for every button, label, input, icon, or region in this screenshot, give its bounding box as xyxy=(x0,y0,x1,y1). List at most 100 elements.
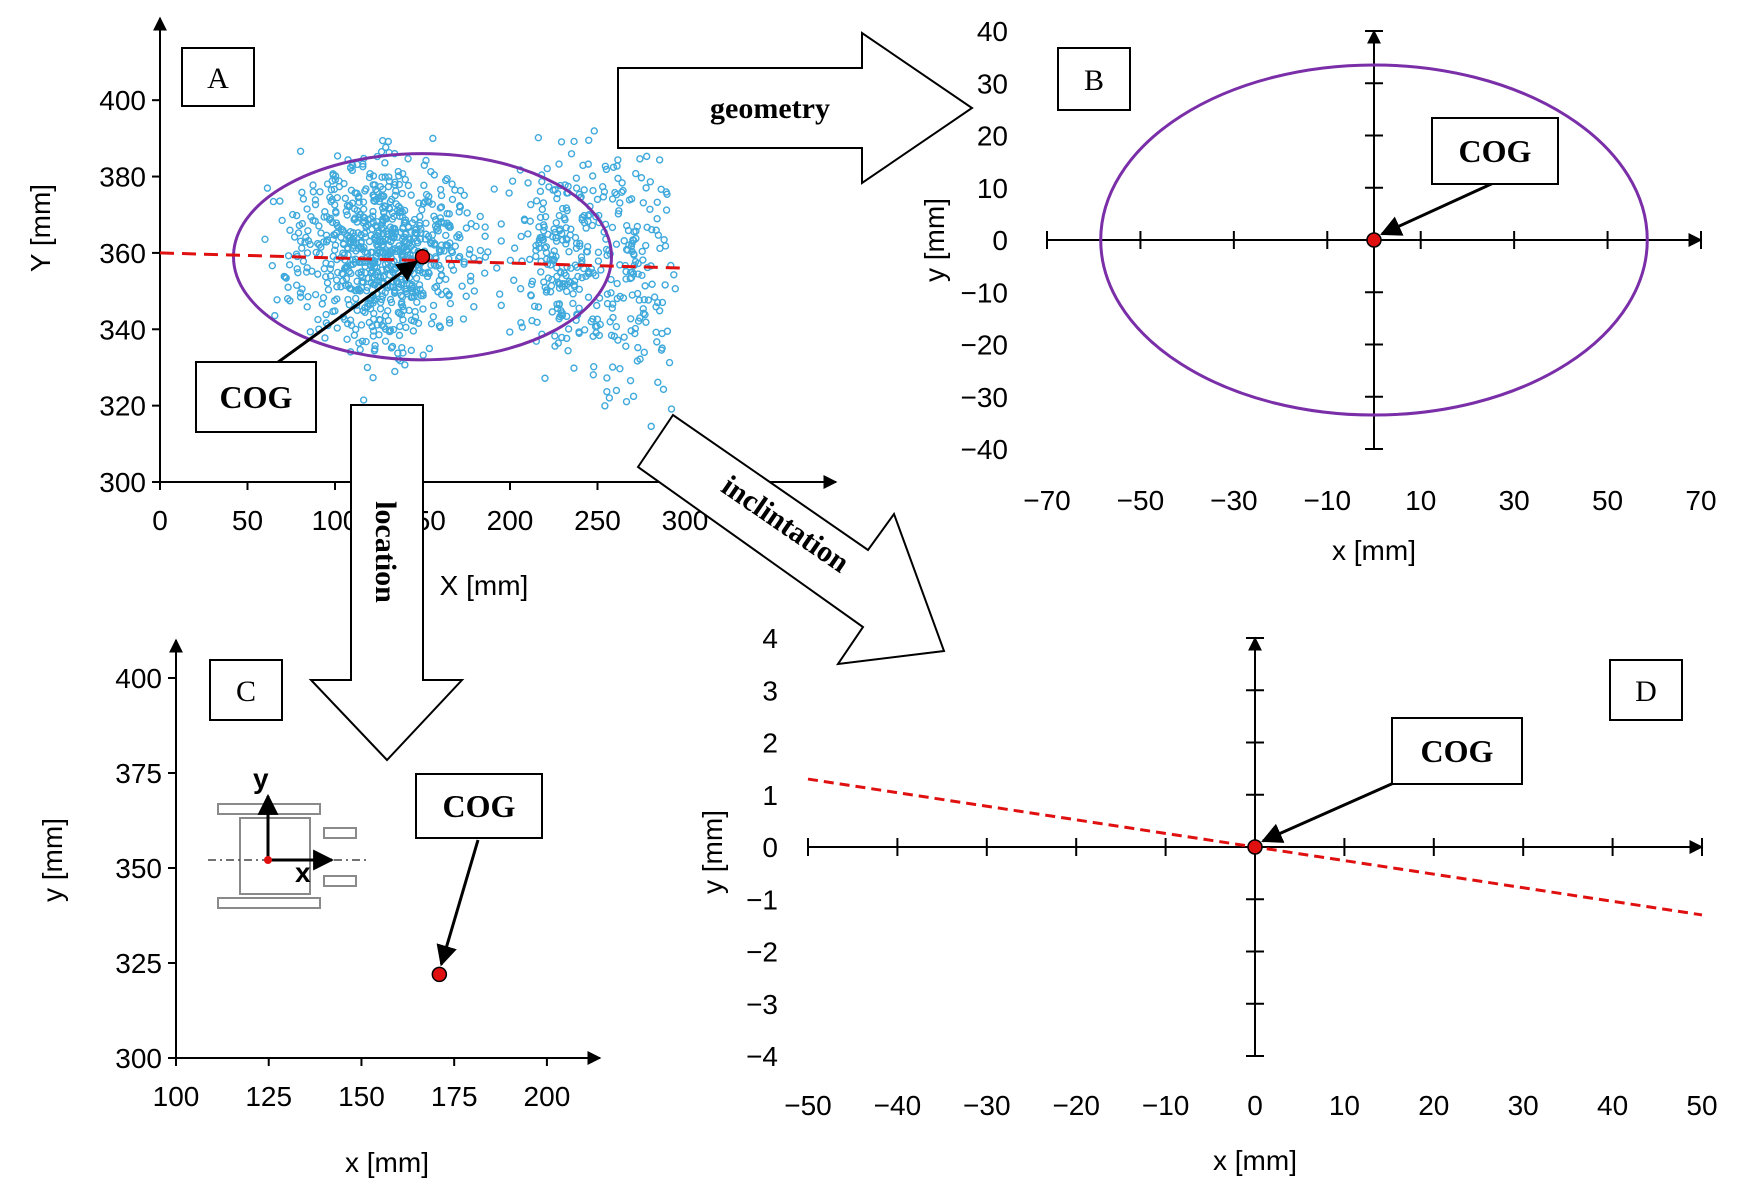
data-point xyxy=(377,221,385,229)
data-point xyxy=(381,337,390,345)
data-point xyxy=(550,225,558,233)
data-point xyxy=(593,195,602,204)
panel-label-c: C xyxy=(236,675,256,708)
y-tick-label: 4 xyxy=(762,623,778,654)
data-point xyxy=(506,328,514,336)
data-point xyxy=(420,161,428,169)
data-point xyxy=(608,223,617,232)
data-point xyxy=(388,342,397,351)
data-point xyxy=(622,342,630,350)
data-point xyxy=(545,183,553,191)
data-point xyxy=(431,222,440,230)
data-point xyxy=(354,285,363,293)
x-tick-label: 40 xyxy=(1597,1090,1628,1121)
data-point xyxy=(286,226,294,234)
data-point xyxy=(396,248,404,256)
data-point xyxy=(380,202,389,210)
cog-label-d: COG xyxy=(1421,733,1494,769)
data-point xyxy=(434,288,442,296)
data-point xyxy=(269,197,278,206)
data-point xyxy=(284,283,292,291)
data-point xyxy=(263,184,272,192)
data-point xyxy=(374,249,382,258)
data-point xyxy=(342,207,350,216)
data-point xyxy=(578,256,586,265)
data-point xyxy=(497,220,505,228)
data-point xyxy=(385,173,393,181)
data-point xyxy=(603,387,611,396)
data-point xyxy=(437,218,445,226)
data-point xyxy=(298,285,306,293)
data-point xyxy=(391,367,399,376)
data-point xyxy=(460,191,468,199)
y-axis-label: y [mm] xyxy=(697,810,728,894)
data-point xyxy=(653,298,662,307)
data-point xyxy=(613,279,621,288)
data-point xyxy=(665,358,674,367)
data-point xyxy=(644,296,653,304)
confidence-ellipse xyxy=(232,152,613,362)
data-point xyxy=(308,267,316,275)
data-point xyxy=(493,264,501,272)
x-tick-label: −30 xyxy=(1210,485,1258,516)
data-point xyxy=(634,270,642,278)
data-point xyxy=(570,364,578,372)
data-point xyxy=(556,280,564,288)
data-point xyxy=(634,343,642,352)
data-point xyxy=(424,232,433,241)
data-point xyxy=(577,253,586,261)
data-point xyxy=(557,138,566,146)
data-point xyxy=(459,315,468,323)
data-point xyxy=(387,298,396,307)
x-tick-label: 50 xyxy=(232,505,263,536)
data-point xyxy=(296,289,305,297)
cog-point xyxy=(431,966,448,983)
cog-pointer xyxy=(1261,780,1397,843)
y-axis-label: y [mm] xyxy=(919,198,950,282)
x-axis-label: X [mm] xyxy=(440,570,529,601)
data-point xyxy=(612,386,621,395)
data-point xyxy=(371,258,379,267)
data-point xyxy=(429,134,437,143)
data-point xyxy=(311,290,320,299)
data-point xyxy=(299,257,308,265)
data-point xyxy=(363,249,372,257)
data-point xyxy=(402,245,411,254)
data-point xyxy=(563,206,571,215)
data-point xyxy=(440,247,448,255)
data-point xyxy=(518,323,526,331)
data-point xyxy=(589,371,598,379)
data-point xyxy=(377,295,386,304)
data-point xyxy=(481,269,489,277)
x-tick-label: 50 xyxy=(1592,485,1623,516)
data-point xyxy=(626,376,635,385)
data-point xyxy=(352,301,361,309)
data-point xyxy=(609,300,617,308)
data-point xyxy=(365,173,374,182)
data-point xyxy=(309,188,318,196)
y-tick-label: −3 xyxy=(746,989,778,1020)
data-point xyxy=(639,309,648,318)
data-point xyxy=(351,189,359,197)
data-point xyxy=(653,198,661,206)
data-point xyxy=(648,280,656,288)
geometry-ellipse xyxy=(1099,63,1649,417)
data-point xyxy=(601,162,610,170)
vehicle-schematic: yx xyxy=(208,763,370,909)
data-point xyxy=(369,212,377,220)
data-point xyxy=(497,301,505,310)
data-point xyxy=(536,187,545,196)
x-tick-label: 200 xyxy=(487,505,534,536)
data-point xyxy=(517,319,525,327)
data-point xyxy=(462,224,471,232)
data-point xyxy=(303,303,311,311)
data-point xyxy=(558,333,566,342)
data-point xyxy=(385,327,394,336)
data-point xyxy=(343,211,351,219)
data-point xyxy=(409,327,418,335)
data-point xyxy=(532,252,540,261)
data-point xyxy=(562,224,570,232)
data-point xyxy=(526,255,534,264)
cog-pointer xyxy=(269,260,419,370)
data-point xyxy=(377,236,385,244)
